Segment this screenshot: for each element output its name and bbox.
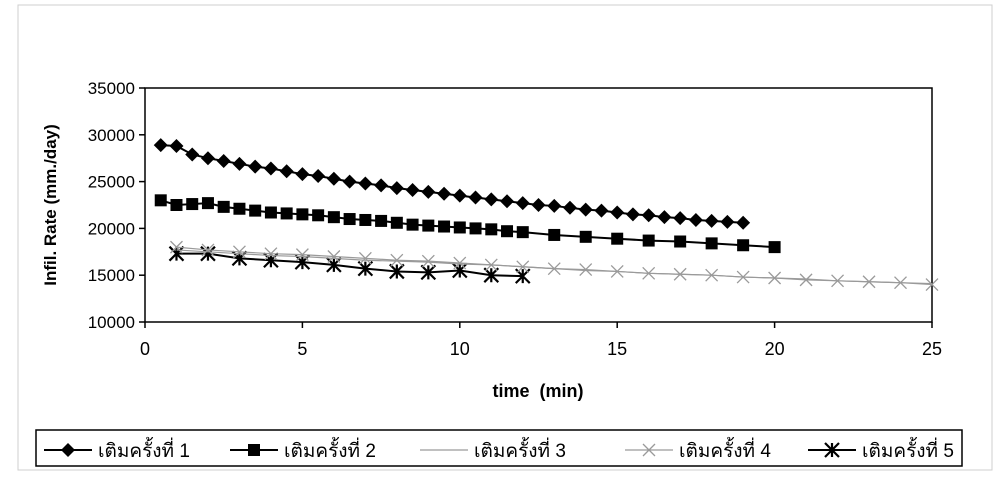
data-point [501, 225, 513, 237]
legend-label: เติมครั้งที่ 5 [862, 437, 954, 462]
data-point [233, 203, 245, 215]
data-point [470, 222, 482, 234]
x-axis-title: time (min) [492, 381, 583, 401]
data-point [359, 214, 371, 226]
data-point [454, 221, 466, 233]
y-tick-label: 25000 [88, 173, 135, 192]
data-point [769, 241, 781, 253]
y-tick-label: 20000 [88, 219, 135, 238]
y-tick-label: 35000 [88, 79, 135, 98]
data-point [186, 198, 198, 210]
data-point [296, 208, 308, 220]
x-tick-label: 10 [450, 339, 470, 359]
x-tick-label: 0 [140, 339, 150, 359]
x-tick-label: 15 [607, 339, 627, 359]
data-point [643, 235, 655, 247]
data-point [422, 220, 434, 232]
legend-label: เติมครั้งที่ 3 [474, 437, 566, 462]
data-point [548, 229, 560, 241]
data-point [485, 223, 497, 235]
data-point [170, 199, 182, 211]
data-point [391, 217, 403, 229]
data-point [249, 205, 261, 217]
data-point [706, 237, 718, 249]
data-point [281, 207, 293, 219]
data-point [328, 211, 340, 223]
data-point [674, 236, 686, 248]
x-tick-label: 25 [922, 339, 942, 359]
data-point [438, 221, 450, 233]
data-point [517, 226, 529, 238]
y-axis-title: Infil. Rate (mm./day) [41, 124, 60, 286]
legend-label: เติมครั้งที่ 2 [284, 437, 376, 462]
data-point [265, 206, 277, 218]
data-point [611, 233, 623, 245]
data-point [248, 444, 260, 456]
data-point [218, 201, 230, 213]
y-tick-label: 30000 [88, 126, 135, 145]
x-tick-label: 5 [297, 339, 307, 359]
data-point [737, 239, 749, 251]
y-tick-label: 10000 [88, 313, 135, 332]
legend-label: เติมครั้งที่ 4 [679, 437, 771, 462]
x-tick-label: 20 [765, 339, 785, 359]
y-tick-label: 15000 [88, 266, 135, 285]
legend-label: เติมครั้งที่ 1 [98, 437, 190, 462]
data-point [344, 213, 356, 225]
data-point [202, 197, 214, 209]
data-point [580, 231, 592, 243]
data-point [312, 209, 324, 221]
data-point [407, 219, 419, 231]
data-point [155, 194, 167, 206]
data-point [375, 215, 387, 227]
